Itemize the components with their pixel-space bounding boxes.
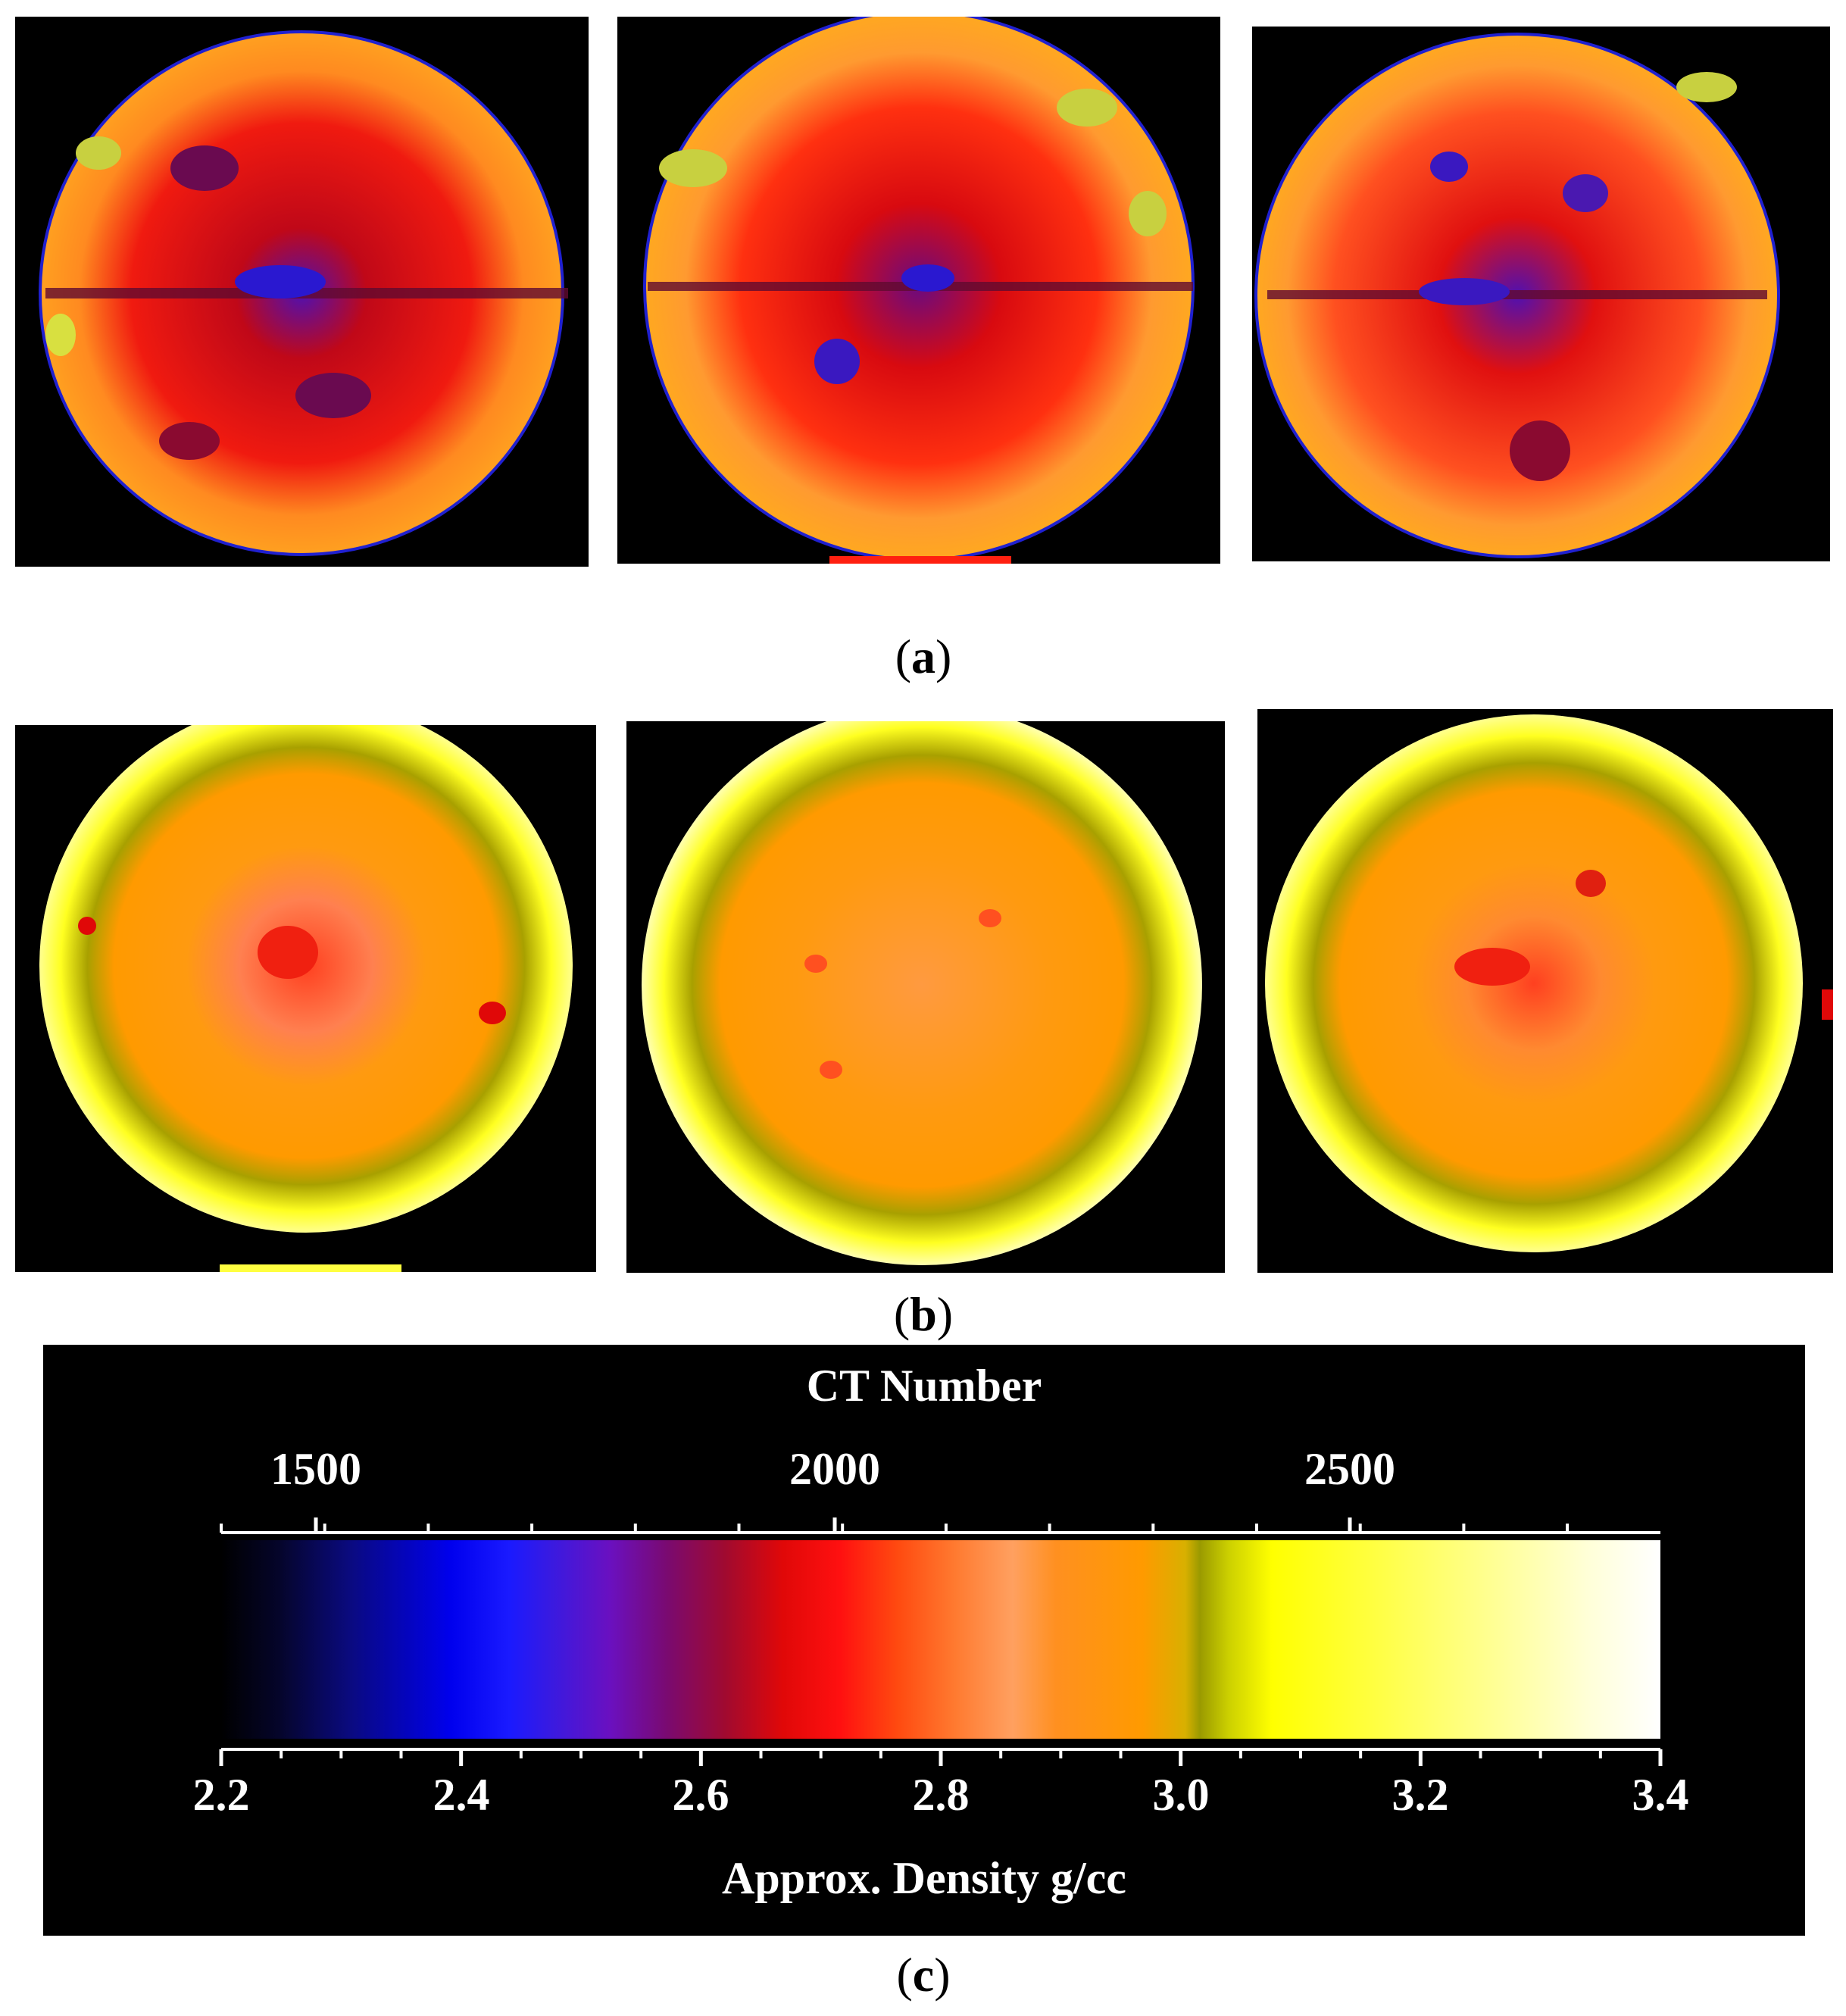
panel-b-1 [15,725,596,1272]
caption-a: (a) [895,630,952,683]
density-tick-label: 2.6 [672,1770,729,1820]
panel-a-3 [1252,27,1830,561]
ct-tick-label: 1500 [270,1444,361,1494]
density-tick-label: 3.2 [1392,1770,1449,1820]
ct-slice-image [642,721,1202,1265]
caption-label: b [910,1287,937,1341]
colorbar-panel: CT Number 1500 2000 2500 2.2 2.4 2.6 2.8… [43,1345,1805,1936]
caption-label: a [911,630,935,683]
panel-b-3 [1257,709,1833,1273]
panel-b-2 [626,721,1225,1273]
colorbar-axes [219,1517,1663,1766]
ct-slice-image [39,725,573,1272]
ct-slice-image [39,30,568,556]
ct-number-title: CT Number [806,1361,1042,1411]
caption-b: (b) [893,1287,954,1341]
density-tick-label: 2.4 [433,1770,490,1820]
density-title: Approx. Density g/cc [722,1853,1126,1903]
density-tick-label: 2.8 [912,1770,970,1820]
ct-slice-image [643,17,1195,564]
caption-label: c [912,1948,935,2002]
panel-a-1 [15,17,589,567]
density-tick-label: 3.4 [1632,1770,1689,1820]
ct-tick-label: 2000 [789,1444,880,1494]
ct-slice-image [1265,714,1833,1252]
ct-axis-ticks [220,1517,1570,1533]
panel-a-2 [617,17,1220,564]
density-axis-ticks [219,1749,1663,1766]
ct-slice-image [1254,33,1780,558]
density-tick-label: 2.2 [192,1770,250,1820]
colorbar-gradient [221,1540,1660,1739]
ct-tick-label: 2500 [1304,1444,1395,1494]
density-tick-label: 3.0 [1152,1770,1210,1820]
caption-c: (c) [896,1948,951,2002]
